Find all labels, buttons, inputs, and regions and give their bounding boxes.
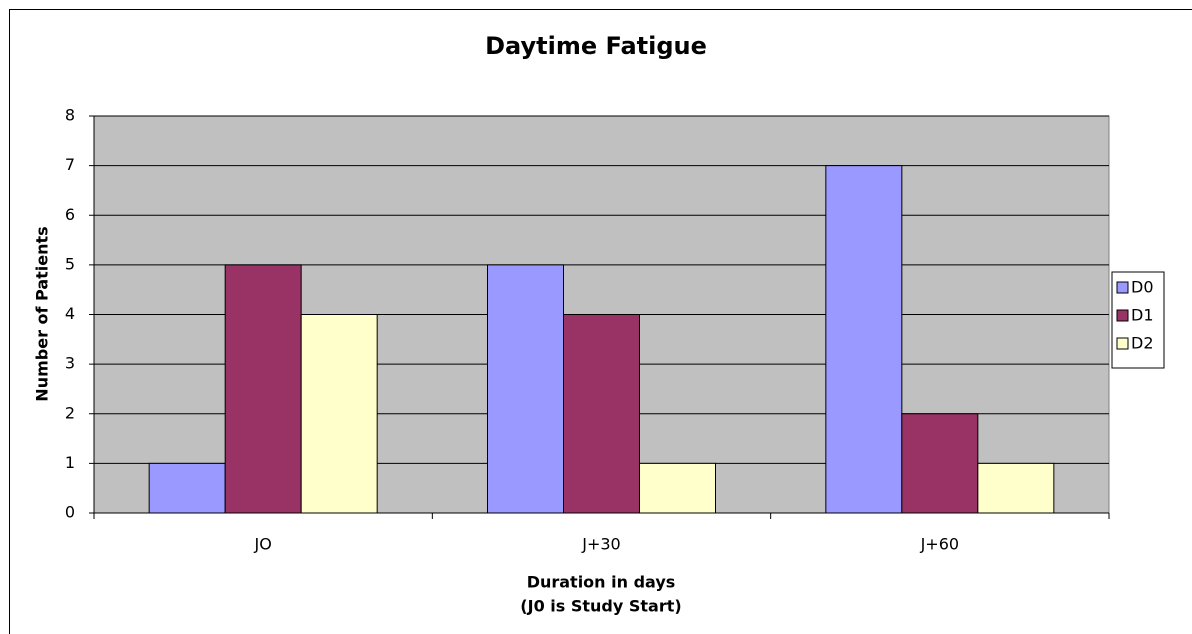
x-axis-label: (J0 is Study Start): [520, 597, 681, 616]
x-tick-label: J+30: [581, 535, 620, 554]
y-tick-label: 4: [65, 304, 75, 323]
bar: [300, 314, 378, 514]
bar: [639, 462, 716, 514]
legend-swatch: [1116, 337, 1129, 350]
bar: [224, 264, 302, 514]
bar: [901, 413, 979, 514]
legend-label: D2: [1131, 334, 1154, 353]
y-tick-label: 5: [65, 254, 75, 273]
legend-label: D0: [1131, 278, 1154, 297]
y-tick-label: 6: [65, 205, 75, 224]
bar: [825, 165, 903, 514]
bar: [487, 264, 564, 514]
bar: [148, 462, 226, 514]
y-tick-label: 2: [65, 403, 75, 422]
bar: [977, 462, 1055, 514]
x-tick-label: J+60: [920, 535, 959, 554]
legend-label: D1: [1131, 306, 1154, 325]
y-tick-label: 0: [65, 503, 75, 522]
y-axis-label: Number of Patients: [33, 226, 52, 401]
x-tick-label: JO: [254, 535, 272, 554]
legend-swatch: [1116, 309, 1129, 322]
y-tick-label: 7: [65, 155, 75, 174]
x-axis-label: Duration in days: [527, 573, 676, 592]
legend-swatch: [1116, 281, 1129, 294]
y-tick-label: 1: [65, 453, 75, 472]
bar: [563, 314, 640, 514]
chart-title: Daytime Fatigue: [485, 32, 707, 60]
y-tick-label: 3: [65, 354, 75, 373]
y-tick-label: 8: [65, 106, 75, 125]
